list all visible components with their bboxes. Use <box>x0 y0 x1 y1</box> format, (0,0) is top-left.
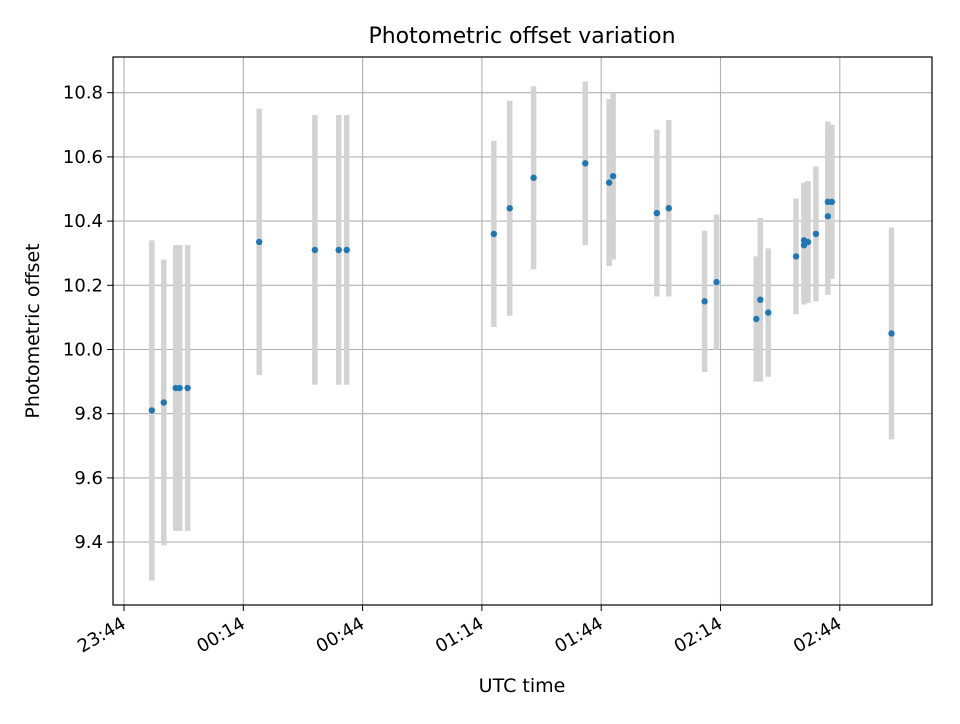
y-tick-label: 10.8 <box>63 83 103 104</box>
y-tick-label: 9.4 <box>74 532 103 553</box>
data-point <box>757 296 764 303</box>
data-point <box>765 309 772 316</box>
data-point <box>148 407 156 414</box>
plot-frame <box>112 56 933 606</box>
data-point <box>792 253 800 260</box>
data-point <box>256 238 263 246</box>
data-point <box>335 246 342 254</box>
data-points <box>148 160 895 414</box>
data-point <box>311 246 319 254</box>
data-point <box>605 179 613 186</box>
data-point <box>490 230 498 238</box>
data-point <box>888 330 895 337</box>
chart-title: Photometric offset variation <box>368 24 675 49</box>
y-axis-label: Photometric offset <box>22 243 44 418</box>
error-bars <box>149 81 895 581</box>
data-point <box>506 205 513 212</box>
y-tick-label: 10.0 <box>63 340 103 361</box>
data-point <box>701 298 708 305</box>
data-point <box>824 213 832 220</box>
y-tick-label: 9.6 <box>74 468 103 489</box>
data-point <box>609 172 617 180</box>
data-point <box>184 384 191 392</box>
x-tick-label: 01:44 <box>551 613 606 657</box>
data-point <box>530 174 537 181</box>
y-tick-label: 10.6 <box>63 147 103 168</box>
x-axis-ticks: 23:44 00:14 00:44 01:14 01:44 02:14 02:44 <box>74 605 845 657</box>
data-point <box>713 278 720 286</box>
data-point <box>343 246 350 254</box>
data-point <box>176 384 183 392</box>
data-point <box>665 205 673 212</box>
data-point <box>160 399 167 406</box>
data-point <box>828 198 836 206</box>
y-axis-ticks: 9.4 9.6 9.8 10.0 10.2 10.4 10.6 10.8 <box>63 83 113 553</box>
x-tick-label: 23:44 <box>74 613 129 657</box>
x-tick-label: 02:44 <box>790 613 845 657</box>
data-point <box>804 238 812 246</box>
data-point <box>653 209 661 217</box>
x-tick-label: 02:14 <box>671 613 726 657</box>
x-axis-label: UTC time <box>479 675 566 697</box>
y-tick-label: 10.2 <box>63 275 103 296</box>
grid-lines <box>113 57 932 605</box>
x-tick-label: 01:14 <box>432 613 487 657</box>
y-tick-label: 9.8 <box>74 404 103 425</box>
y-tick-label: 10.4 <box>63 211 103 232</box>
data-point <box>582 160 589 167</box>
data-point <box>812 230 820 238</box>
x-tick-label: 00:14 <box>193 613 248 657</box>
data-point <box>753 315 760 323</box>
x-tick-label: 00:44 <box>313 613 368 657</box>
